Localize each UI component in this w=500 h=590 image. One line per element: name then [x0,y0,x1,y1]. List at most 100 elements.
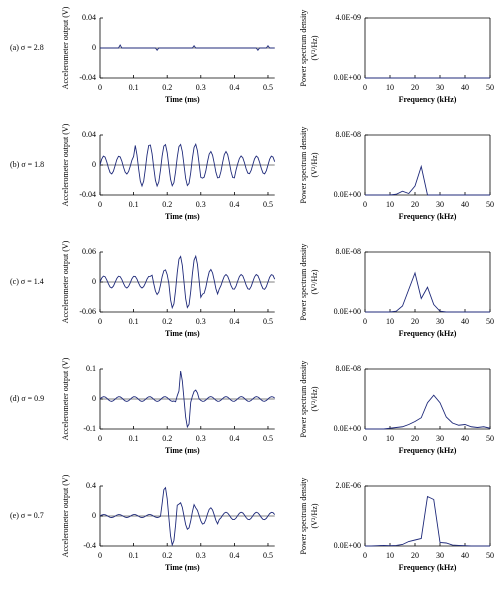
x-tick-label: 20 [411,551,419,560]
x-tick-label: 0 [363,317,367,326]
y-axis-title: Power spectrum density [299,127,308,204]
signal-line [365,394,491,430]
panel-label: (d) σ = 0.9 [10,394,44,403]
panel-label: (c) σ = 1.4 [10,277,44,286]
y-tick-label: 0 [92,160,96,169]
y-axis-title: Power spectrum density [299,244,308,321]
x-tick-label: 20 [411,317,419,326]
y-tick-label: 4.0E-09 [335,13,361,22]
x-tick-label: 50 [486,317,494,326]
signal-line [365,271,490,313]
panel-label: (b) σ = 1.8 [10,160,44,169]
x-tick-label: 10 [386,434,394,443]
x-tick-label: 0.3 [196,317,206,326]
x-tick-label: 0.4 [229,200,239,209]
y-axis-title: (V²/Hz) [310,503,319,528]
x-tick-label: 40 [461,551,469,560]
x-tick-label: 0 [98,551,102,560]
x-axis-title: Frequency (kHz) [399,446,457,455]
x-tick-label: 0 [363,83,367,92]
x-tick-label: 0.2 [162,317,172,326]
x-tick-label: 10 [386,317,394,326]
x-tick-label: 30 [436,551,444,560]
x-tick-label: 0.2 [162,83,172,92]
x-tick-label: 0.5 [263,317,273,326]
x-tick-label: 0.3 [196,434,206,443]
y-tick-label: 0.0E+00 [334,424,361,433]
x-tick-label: 40 [461,83,469,92]
x-tick-label: 20 [411,434,419,443]
x-tick-label: 30 [436,83,444,92]
y-axis-title: (V²/Hz) [310,35,319,60]
x-tick-label: 0 [98,317,102,326]
y-tick-label: -0.04 [79,73,96,82]
x-axis-title: Frequency (kHz) [399,95,457,104]
x-tick-label: 30 [436,317,444,326]
x-axis-title: Time (ms) [165,563,200,572]
x-tick-label: 40 [461,200,469,209]
x-axis-title: Time (ms) [165,212,200,221]
y-tick-label: 0 [92,277,96,286]
y-axis-title: (V²/Hz) [310,269,319,294]
signal-line [99,486,276,547]
x-tick-label: 0.1 [129,317,139,326]
y-tick-label: -0.1 [83,424,96,433]
y-tick-label: 0.1 [86,364,96,373]
y-tick-label: 0.0E+00 [334,541,361,550]
y-tick-label: 0.04 [82,13,96,22]
y-axis-title: Accelerometer output (V) [61,357,70,440]
x-tick-label: 50 [486,551,494,560]
panel-label: (a) σ = 2.8 [10,43,44,52]
x-tick-label: 0.1 [129,200,139,209]
signal-line [99,370,275,429]
y-axis-title: Power spectrum density [299,10,308,87]
x-tick-label: 50 [486,434,494,443]
x-tick-label: 0.4 [229,83,239,92]
x-tick-label: 10 [386,200,394,209]
y-axis-title: Accelerometer output (V) [61,240,70,323]
x-tick-label: 0.3 [196,200,206,209]
signal-line [365,495,490,547]
x-axis-title: Frequency (kHz) [399,563,457,572]
x-tick-label: 0.1 [129,83,139,92]
x-tick-label: 0.2 [162,200,172,209]
x-tick-label: 40 [461,317,469,326]
x-tick-label: 30 [436,434,444,443]
x-tick-label: 50 [486,83,494,92]
x-tick-label: 0 [98,434,102,443]
x-tick-label: 0.4 [229,551,239,560]
x-axis-title: Time (ms) [165,446,200,455]
y-tick-label: 8.0E-08 [335,364,361,373]
signal-line [99,142,276,188]
signal-line [365,164,490,196]
x-tick-label: 0.4 [229,317,239,326]
y-axis-title: Power spectrum density [299,361,308,438]
y-tick-label: 0 [92,511,96,520]
x-tick-label: 0 [363,551,367,560]
y-tick-label: 2.0E-06 [335,481,361,490]
signal-line [100,44,275,52]
y-tick-label: -0.04 [79,190,96,199]
x-tick-label: 0.5 [263,434,273,443]
x-tick-label: 0.2 [162,434,172,443]
x-tick-label: 0.5 [263,551,273,560]
x-tick-label: 0.2 [162,551,172,560]
x-axis-title: Time (ms) [165,95,200,104]
x-tick-label: 20 [411,83,419,92]
y-tick-label: 0.06 [82,247,96,256]
y-tick-label: 0.0E+00 [334,73,361,82]
x-tick-label: 0.3 [196,551,206,560]
y-tick-label: 0.04 [82,130,96,139]
x-axis-title: Frequency (kHz) [399,212,457,221]
y-tick-label: 8.0E-08 [335,130,361,139]
x-axis-title: Frequency (kHz) [399,329,457,338]
x-tick-label: 0 [363,434,367,443]
x-tick-label: 0.5 [263,200,273,209]
x-tick-label: 0.1 [129,551,139,560]
x-tick-label: 0.4 [229,434,239,443]
x-tick-label: 10 [386,83,394,92]
y-axis-title: Power spectrum density [299,478,308,555]
y-tick-label: 0 [92,43,96,52]
x-tick-label: 30 [436,200,444,209]
